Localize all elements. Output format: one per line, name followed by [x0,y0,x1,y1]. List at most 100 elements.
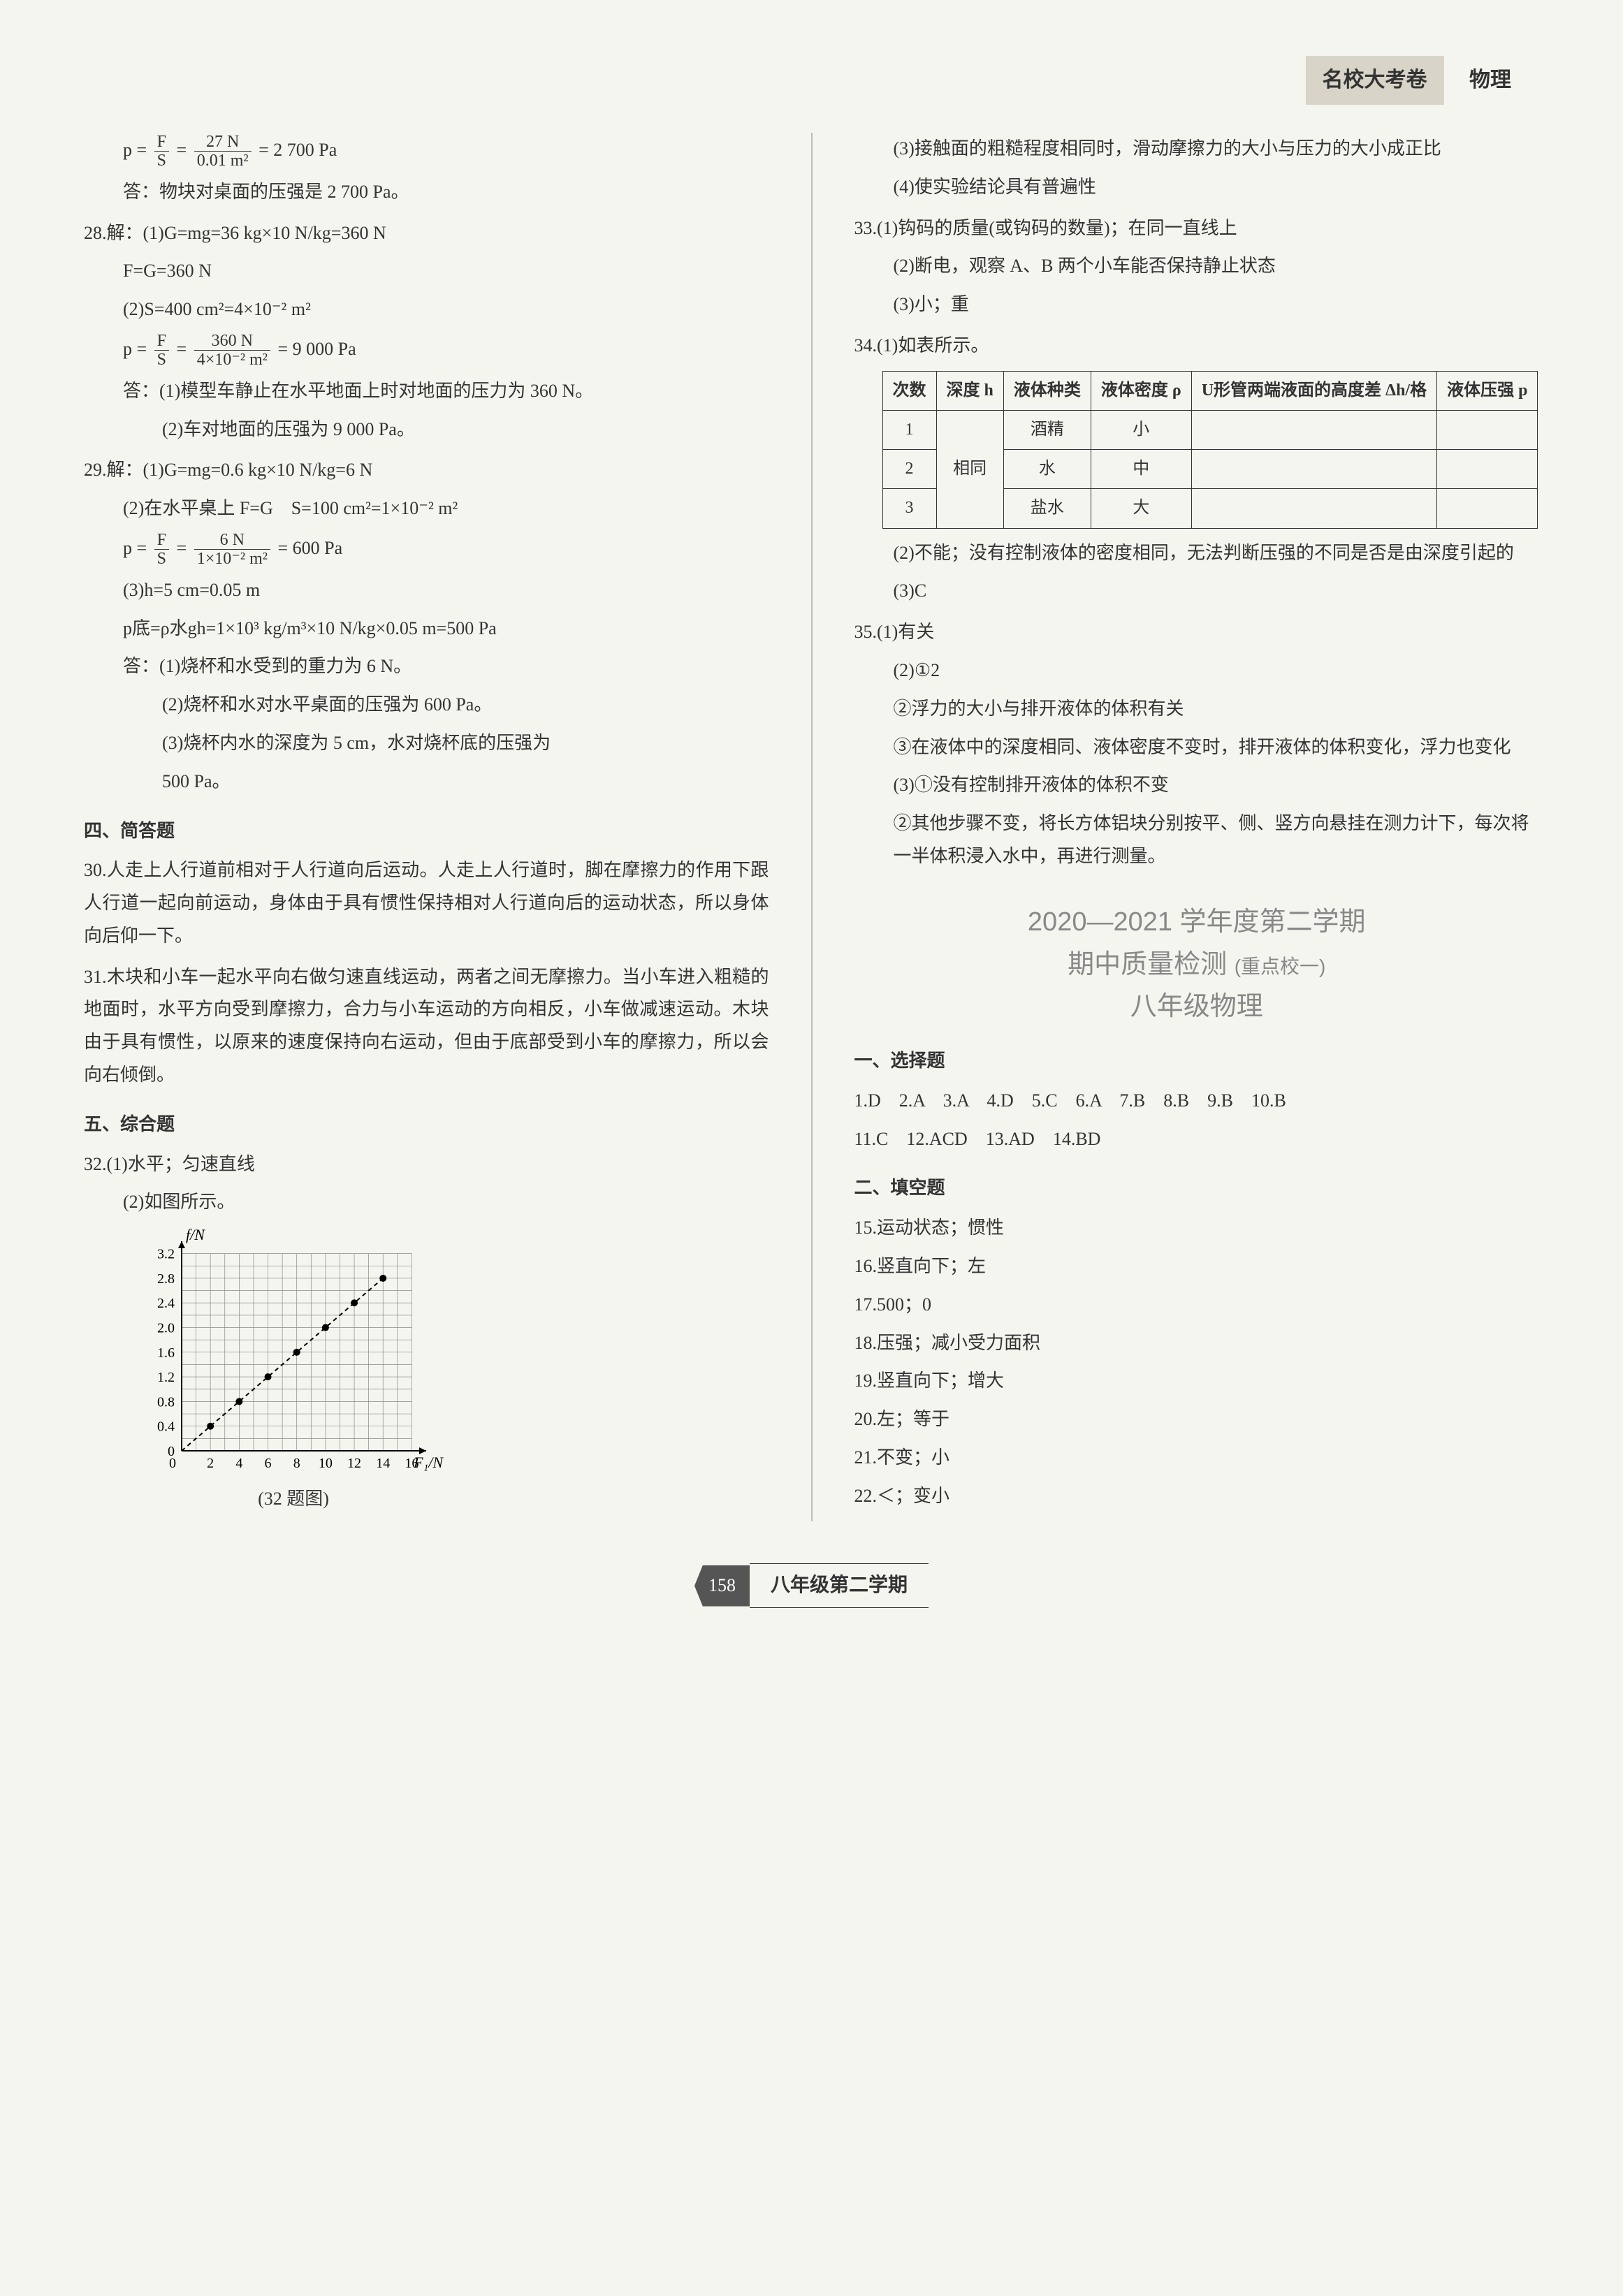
num: F [154,531,169,550]
fraction: 27 N0.01 m² [194,133,252,170]
q28-line3: (2)S=400 cm²=4×10⁻² m² [84,293,769,326]
left-column: p = FS = 27 N0.01 m² = 2 700 Pa 答：物块对桌面的… [84,133,769,1521]
content-columns: p = FS = 27 N0.01 m² = 2 700 Pa 答：物块对桌面的… [84,133,1539,1521]
svg-text:6: 6 [265,1456,272,1471]
r-33-4: (4)使实验结论具有普遍性 [854,171,1540,204]
q28-line1: 28.解：(1)G=mg=36 kg×10 N/kg=360 N [84,217,769,250]
exam-title: 2020—2021 学年度第二学期 期中质量检测 (重点校一) 八年级物理 [854,901,1540,1028]
table-cell: 2 [882,450,936,489]
q28-line2: F=G=360 N [84,255,769,288]
page-header: 名校大考卷 物理 [84,56,1539,105]
q32-2: (2)如图所示。 [84,1186,769,1219]
text: p = [123,538,147,558]
svg-text:1.2: 1.2 [157,1370,175,1385]
table-cell [1191,489,1436,528]
ans-27: 答：物块对桌面的压强是 2 700 Pa。 [84,176,769,209]
q29-line3: (3)h=5 cm=0.05 m [84,574,769,607]
exam-title-line1: 2020—2021 学年度第二学期 [854,901,1540,944]
section-4-heading: 四、简答题 [84,815,769,848]
fraction: FS [154,332,169,370]
table-header: 液体压强 p [1437,371,1538,410]
svg-text:3.2: 3.2 [157,1247,175,1262]
text: (重点校一) [1235,956,1326,977]
f18: 18.压强；减小受力面积 [854,1327,1540,1360]
table-cell: 盐水 [1003,489,1091,528]
text: = 9 000 Pa [277,339,356,359]
svg-text:2: 2 [207,1456,214,1471]
den: S [154,351,169,369]
header-badge: 名校大考卷 [1306,56,1444,105]
table-header: 液体种类 [1003,371,1091,410]
f15: 15.运动状态；惯性 [854,1212,1540,1245]
table-header: U形管两端液面的高度差 Δh/格 [1191,371,1436,410]
table-cell [1437,489,1538,528]
table-34: 次数深度 h液体种类液体密度 ρU形管两端液面的高度差 Δh/格液体压强 p 1… [882,371,1538,529]
eq: = [177,339,191,359]
footer-badge: 158 八年级第二学期 [694,1563,929,1608]
table-cell [1437,450,1538,489]
table-header: 液体密度 ρ [1091,371,1191,410]
table-cell [1191,410,1436,449]
svg-text:12: 12 [347,1456,361,1471]
q32-1: 32.(1)水平；匀速直线 [84,1148,769,1181]
table-cell: 相同 [936,410,1003,528]
fraction: 360 N4×10⁻² m² [194,332,270,370]
text: p = [123,339,147,359]
svg-text:10: 10 [319,1456,333,1471]
page-footer: 158 八年级第二学期 [84,1563,1539,1608]
svg-text:0.4: 0.4 [157,1419,175,1435]
section-mc-heading: 一、选择题 [854,1045,1540,1078]
text: = 600 Pa [277,538,342,558]
svg-text:8: 8 [293,1456,300,1471]
page-number: 158 [694,1565,750,1607]
table-cell: 酒精 [1003,410,1091,449]
exam-title-line3: 八年级物理 [854,986,1540,1028]
svg-text:4: 4 [235,1456,242,1471]
q29-line2: (2)在水平桌上 F=G S=100 cm²=1×10⁻² m² [84,492,769,525]
q28-ans1: 答：(1)模型车静止在水平地面上时对地面的压力为 360 N。 [84,375,769,408]
q29-ans2: (2)烧杯和水对水平桌面的压强为 600 Pa。 [84,689,769,722]
q29-line4: p底=ρ水gh=1×10³ kg/m³×10 N/kg×0.05 m=500 P… [84,613,769,645]
q35-2c: ③在液体中的深度相同、液体密度不变时，排开液体的体积变化，浮力也变化 [854,731,1540,764]
svg-text:0.8: 0.8 [157,1395,175,1410]
q29-line1: 29.解：(1)G=mg=0.6 kg×10 N/kg=6 N [84,454,769,487]
q33-1: 33.(1)钩码的质量(或钩码的数量)；在同一直线上 [854,212,1540,245]
q35-2a: (2)①2 [854,655,1540,687]
table-cell: 3 [882,489,936,528]
den: S [154,152,169,170]
header-subject: 物理 [1469,61,1511,99]
q28-ans2: (2)车对地面的压强为 9 000 Pa。 [84,414,769,446]
f22: 22.＜；变小 [854,1480,1540,1513]
table-cell: 大 [1091,489,1191,528]
den: S [154,550,169,568]
eq: = [177,538,191,558]
q29-ans3b: 500 Pa。 [84,766,769,798]
table-cell [1191,450,1436,489]
q34-2: (2)不能；没有控制液体的密度相同，无法判断压强的不同是否是由深度引起的 [854,537,1540,570]
fraction: FS [154,531,169,569]
f20: 20.左；等于 [854,1403,1540,1436]
svg-text:2.8: 2.8 [157,1271,175,1287]
mc-answers-2: 11.C 12.ACD 13.AD 14.BD [854,1123,1540,1156]
den: 4×10⁻² m² [194,351,270,369]
table-row: 1相同酒精小 [882,410,1538,449]
eq-p27: p = FS = 27 N0.01 m² = 2 700 Pa [84,133,769,170]
den: 1×10⁻² m² [194,550,270,568]
fraction: FS [154,133,169,170]
text: = 2 700 Pa [259,140,337,160]
f19: 19.竖直向下；增大 [854,1365,1540,1398]
column-divider [811,133,813,1521]
chart-32: 24681012141600.40.81.21.62.02.42.83.20F₁… [140,1227,769,1516]
footer-text: 八年级第二学期 [750,1563,929,1608]
den: 0.01 m² [194,152,252,170]
table-header: 深度 h [936,371,1003,410]
q33-3: (3)小；重 [854,288,1540,321]
table-cell: 水 [1003,450,1091,489]
chart-svg: 24681012141600.40.81.21.62.02.42.83.20F₁… [140,1227,447,1479]
svg-text:F₁/N: F₁/N [413,1454,444,1471]
q29-eq: p = FS = 6 N1×10⁻² m² = 600 Pa [84,531,769,569]
num: 360 N [194,332,270,351]
num: 27 N [194,133,252,152]
q35-3b: ②其他步骤不变，将长方体铝块分别按平、侧、竖方向悬挂在测力计下，每次将一半体积浸… [854,807,1540,873]
q35-1: 35.(1)有关 [854,616,1540,649]
